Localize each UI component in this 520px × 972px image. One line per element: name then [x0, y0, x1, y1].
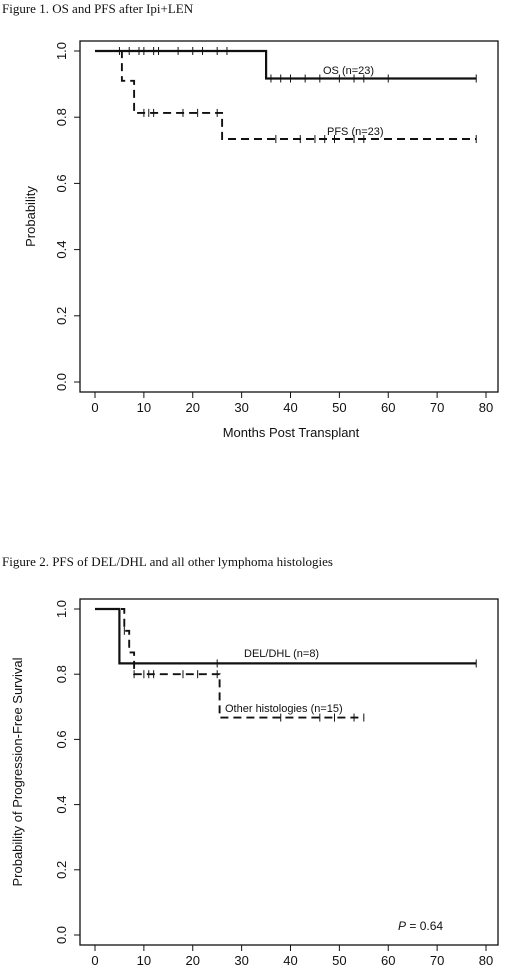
x-axis-label: Months Post Transplant [223, 425, 360, 440]
y-tick-label: 1.0 [54, 42, 69, 60]
series-line-1 [95, 608, 364, 719]
x-tick-label: 40 [283, 953, 297, 968]
series-label: OS (n=23) [323, 65, 374, 77]
series-line-0 [95, 607, 477, 665]
km-chart-1: 0 10 20 30 40 50 60 70 80 0.0 0.2 0.4 0.6 0.8 1.0 Month… [23, 40, 499, 440]
y-tick-label: 0.6 [54, 174, 69, 192]
y-tick-label: 0.4 [54, 241, 69, 259]
series-label: PFS (n=23) [327, 126, 384, 138]
x-tick-label: 70 [430, 953, 444, 968]
x-tick-label: 20 [186, 953, 200, 968]
x-tick-label: 80 [479, 953, 493, 968]
plot-frame [79, 598, 499, 946]
x-tick-label: 0 [91, 953, 98, 968]
plot-frame [79, 40, 499, 393]
x-tick-label: 50 [332, 400, 346, 415]
x-tick-label: 80 [479, 400, 493, 415]
x-tick-label: 60 [381, 400, 395, 415]
p-value-annotation: P = 0.64 [398, 919, 443, 933]
x-tick-label: 50 [332, 953, 346, 968]
x-tick-label: 30 [234, 400, 248, 415]
km-chart-2: 0 10 20 30 40 50 60 70 80 0.0 0.2 0.4 0.6 0.8 1.0 Proba… [10, 598, 499, 968]
y-axis-label: Probability of Progression-Free Survival [10, 657, 25, 886]
series-line-0 [95, 49, 477, 80]
y-tick-label: 0.6 [54, 730, 69, 748]
y-tick-label: 0.0 [54, 373, 69, 391]
x-tick-label: 0 [91, 400, 98, 415]
series-label: Other histologies (n=15) [225, 703, 343, 715]
y-axis-label: Probability [23, 186, 38, 247]
series-line-1 [95, 50, 477, 140]
x-tick-label: 60 [381, 953, 395, 968]
series-label: DEL/DHL (n=8) [244, 648, 319, 660]
y-tick-label: 0.8 [54, 665, 69, 683]
x-tick-label: 40 [283, 400, 297, 415]
x-tick-label: 70 [430, 400, 444, 415]
x-tick-label: 10 [137, 953, 151, 968]
x-tick-label: 20 [186, 400, 200, 415]
x-tick-label: 10 [137, 400, 151, 415]
p-symbol: P [398, 919, 406, 933]
p-value: = 0.64 [406, 919, 443, 933]
y-tick-label: 0.2 [54, 861, 69, 879]
y-tick-label: 1.0 [54, 600, 69, 618]
figure-2-title: Figure 2. PFS of DEL/DHL and all other l… [2, 554, 333, 569]
y-tick-label: 0.4 [54, 796, 69, 814]
figure-1-title: Figure 1. OS and PFS after Ipi+LEN [2, 1, 194, 16]
y-tick-label: 0.2 [54, 307, 69, 325]
y-tick-label: 0.8 [54, 108, 69, 126]
x-tick-label: 30 [234, 953, 248, 968]
y-tick-label: 0.0 [54, 926, 69, 944]
